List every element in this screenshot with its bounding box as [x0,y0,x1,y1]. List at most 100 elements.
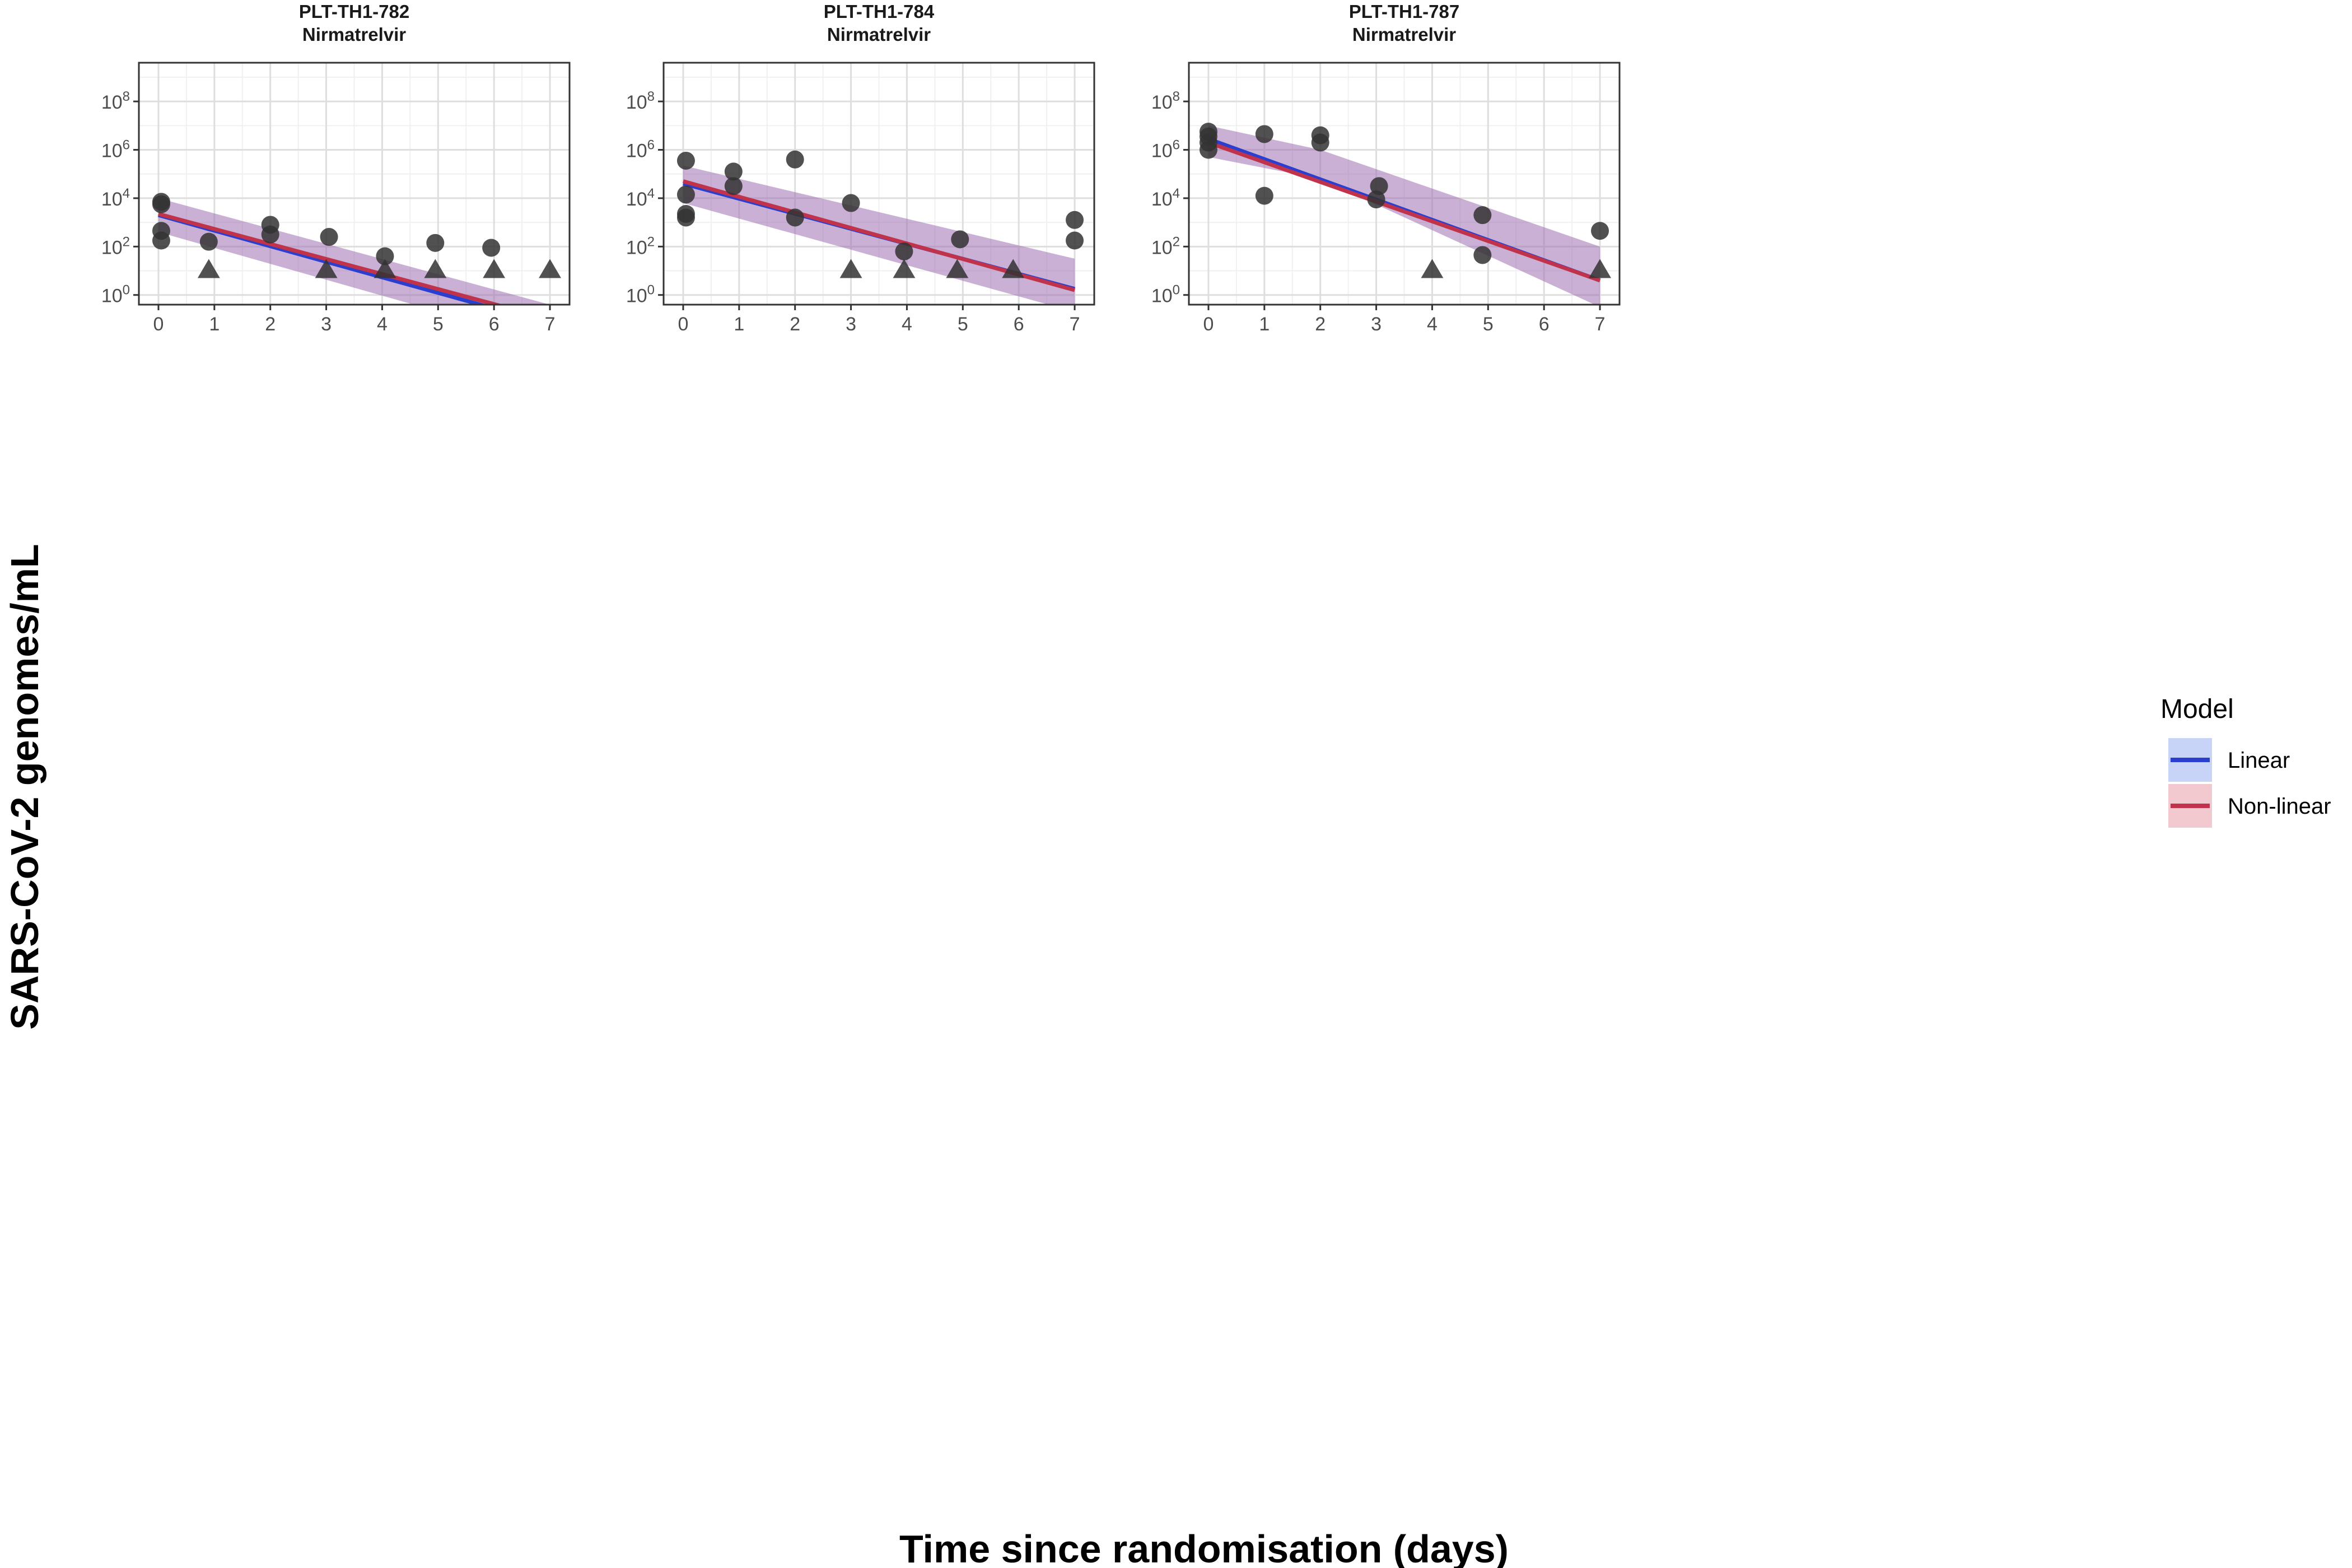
x-tick-label: 1 [209,314,220,335]
x-tick-label: 0 [678,314,688,335]
nonlinear-fit-line [158,212,504,305]
data-point-triangle [946,259,969,278]
panel-title-id: PLT-TH1-787 [1349,1,1459,22]
y-tick-label: 106 [1151,138,1180,162]
data-point-circle [786,150,804,169]
confidence-band [1208,125,1600,305]
y-tick-label: 104 [626,186,655,210]
data-point-triangle [839,259,862,278]
data-point-circle [1066,231,1084,250]
x-tick-label: 7 [1595,314,1606,335]
x-tick-label: 0 [1203,314,1214,335]
data-point-circle [676,208,695,227]
x-tick-label: 6 [1014,314,1024,335]
panel-title-id: PLT-TH1-784 [824,1,935,22]
y-tick-label: 102 [626,234,655,258]
data-point-circle [786,208,804,227]
y-axis-title: SARS-CoV-2 genomes/mL [3,544,46,1029]
data-point-triangle [197,259,220,278]
legend-item-linear: Linear [2168,738,2290,782]
x-axis-title: Time since randomisation (days) [899,1527,1509,1568]
y-tick-label: 100 [101,283,130,307]
y-tick-label: 106 [101,138,130,162]
panel-title-treatment: Nirmatrelvir [827,24,931,45]
x-tick-label: 6 [489,314,500,335]
data-point-circle [842,194,860,212]
x-tick-label: 3 [1371,314,1382,335]
data-point-circle [320,228,338,246]
panel-border [662,62,1095,306]
data-point-triangle [424,259,447,278]
data-point-triangle [1002,259,1025,278]
data-point-triangle [374,259,396,278]
x-tick-label: 7 [545,314,556,335]
data-point-circle [152,195,170,213]
data-point-triangle [483,259,506,278]
data-point-circle [1367,190,1385,209]
x-tick-label: 3 [321,314,332,335]
data-point-triangle [539,259,561,278]
data-point-circle [376,247,394,265]
data-point-circle [1199,141,1217,159]
data-point-circle [724,177,743,195]
x-tick-label: 4 [377,314,388,335]
x-tick-label: 5 [958,314,968,335]
y-tick-label: 108 [626,89,655,113]
x-tick-label: 5 [433,314,444,335]
data-point-circle [1255,125,1273,143]
x-tick-label: 3 [846,314,856,335]
y-tick-label: 104 [101,186,130,210]
y-tick-label: 108 [101,89,130,113]
y-tick-label: 108 [1151,89,1180,113]
data-point-circle [1591,222,1609,240]
data-point-circle [482,239,501,257]
y-tick-label: 104 [1151,186,1180,210]
legend-label: Non-linear [2228,794,2331,819]
data-point-circle [895,242,913,260]
x-tick-label: 2 [790,314,800,335]
panel-plot-area [139,63,570,305]
x-tick-label: 4 [1427,314,1438,335]
y-tick-label: 102 [101,234,130,258]
data-point-circle [951,230,969,249]
panel-1: 0 1 2 3 4 5 6 7 100 102 104 106 108 PLT-TH1-782Nirmat… [101,1,571,335]
y-tick-label: 102 [1151,234,1180,258]
confidence-band [158,198,550,305]
y-tick-label: 100 [1151,283,1180,307]
data-point-circle [261,225,279,244]
panel-3: 0 1 2 3 4 5 6 7 100 102 104 106 108 PLT-TH1-787Nirmat… [1151,1,1621,335]
x-tick-label: 2 [265,314,276,335]
data-point-circle [1255,186,1273,205]
nonlinear-fit-line [1207,141,1601,283]
data-point-circle [1066,211,1084,229]
data-point-triangle [1421,259,1444,278]
data-point-triangle [1589,259,1611,278]
panel-border [138,62,571,306]
x-tick-label: 1 [734,314,744,335]
data-point-circle [1311,133,1329,152]
data-point-triangle [315,259,338,278]
x-tick-label: 0 [153,314,164,335]
legend-title: Model [2160,694,2234,724]
data-point-circle [1473,206,1492,225]
panel-border [1188,62,1621,306]
data-point-circle [676,151,695,170]
x-tick-label: 2 [1315,314,1326,335]
panel-title-treatment: Nirmatrelvir [1352,24,1456,45]
x-tick-label: 4 [902,314,912,335]
panel-title-treatment: Nirmatrelvir [302,24,406,45]
panel-plot-area [1189,63,1620,305]
facet-panels: 0 1 2 3 4 5 6 7100102104106108PLT-TH1-782Nirmat… [101,1,1621,335]
x-tick-label: 7 [1070,314,1080,335]
legend: Model Linear Non-linear [2160,694,2331,828]
y-tick-label: 106 [626,138,655,162]
data-point-circle [152,231,170,250]
panel-2: 0 1 2 3 4 5 6 7 100 102 104 106 108 PLT-TH1-784Nirmat… [626,1,1095,335]
data-point-circle [724,162,743,181]
data-point-circle [199,232,218,251]
x-tick-label: 1 [1259,314,1270,335]
data-point-triangle [893,259,916,278]
legend-item-nonlinear: Non-linear [2168,784,2331,828]
data-point-circle [426,234,445,252]
